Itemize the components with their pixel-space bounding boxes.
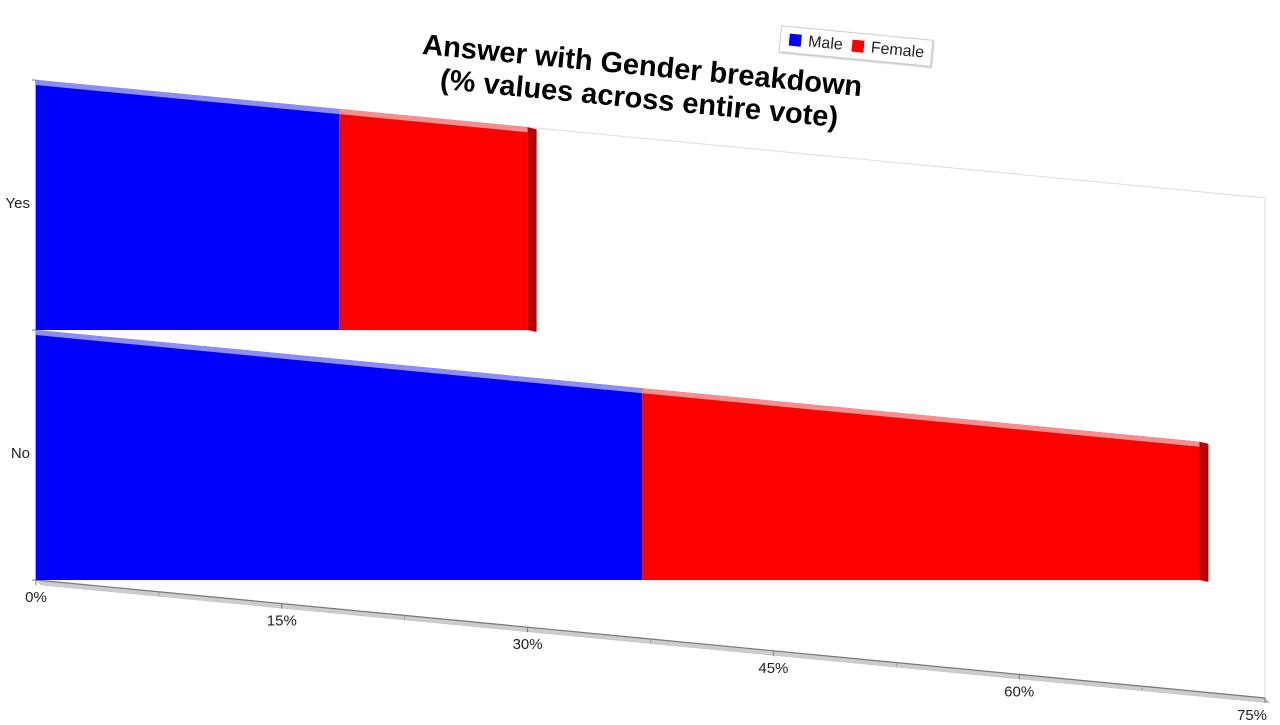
x-tick-label-2: 30% [513,636,543,653]
legend-swatch-female [851,39,865,53]
bar-top-yes-female [339,109,528,133]
legend-label-female: Female [870,39,925,61]
bar-yes-male [36,80,340,330]
category-label-yes: Yes [6,195,30,212]
bar-top-no-male [36,330,643,394]
legend: Male Female [778,25,934,67]
x-tick-label-3: 45% [758,660,788,677]
x-tick-label-4: 60% [1004,683,1034,700]
category-labels: Yes No [6,195,30,462]
bar-no-female [642,388,1200,580]
x-tick-label-5: 75% [1237,707,1267,720]
bar-side-no [1199,441,1209,582]
bar-top-no-female [642,388,1200,447]
legend-label-male: Male [807,33,843,53]
category-label-no: No [11,445,30,462]
bar-top-yes-male [36,80,340,115]
x-tick-label-0: 0% [25,589,47,606]
x-tick-label-1: 15% [267,613,297,630]
bar-yes-female [339,109,528,331]
bars-layer [36,80,1209,582]
legend-swatch-male [788,33,802,47]
bar-side-yes [527,127,537,332]
bar-no-male [36,330,643,580]
